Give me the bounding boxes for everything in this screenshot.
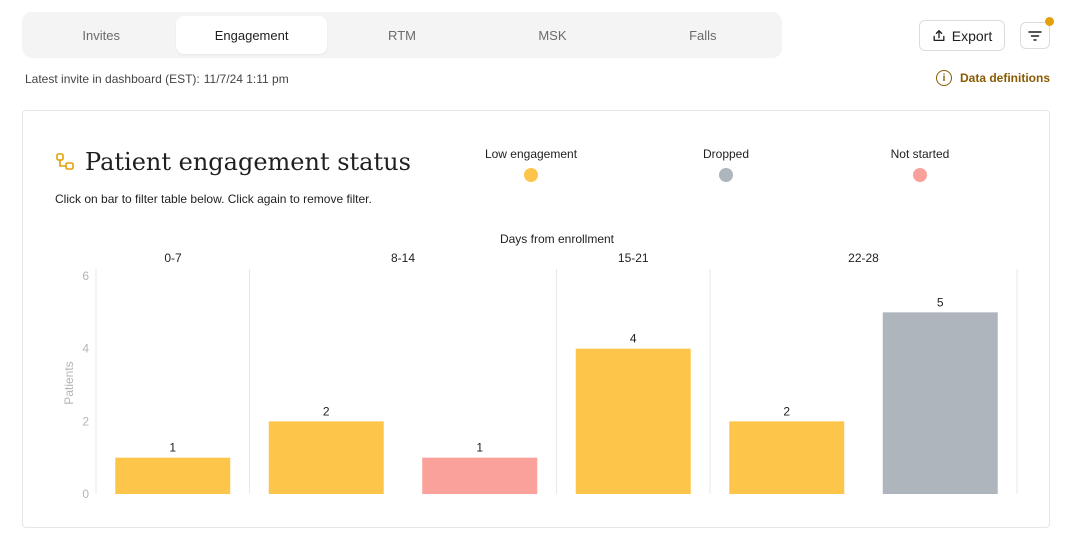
- engagement-chart-card: Patient engagement status Click on bar t…: [22, 110, 1050, 528]
- y-tick-label: 2: [82, 414, 89, 428]
- legend-low-engagement[interactable]: Low engagement: [461, 147, 601, 182]
- tab-msk[interactable]: MSK: [538, 27, 567, 43]
- legend-swatch: [524, 168, 538, 182]
- legend-swatch: [719, 168, 733, 182]
- bar-15-21-low-engagement[interactable]: [575, 348, 691, 494]
- legend-label: Low engagement: [484, 147, 578, 161]
- legend-dropped[interactable]: Dropped: [656, 147, 796, 182]
- data-definitions-label: Data definitions: [960, 71, 1051, 85]
- tab-invites[interactable]: Invites: [82, 27, 120, 43]
- export-button[interactable]: Export: [919, 20, 1005, 51]
- x-group-label: 0-7: [164, 251, 182, 265]
- latest-invite-text: Latest invite in dashboard (EST): 11/7/24…: [25, 72, 289, 86]
- bar-22-28-low-engagement[interactable]: [729, 421, 845, 494]
- tab-engagement[interactable]: Engagement: [176, 16, 327, 54]
- tab-bar: Invites Engagement RTM MSK Falls: [22, 12, 782, 58]
- x-group-label: 8-14: [391, 251, 415, 265]
- legend-swatch: [913, 168, 927, 182]
- card-header: Patient engagement status: [55, 148, 411, 176]
- data-definitions-link[interactable]: i Data definitions: [936, 70, 1050, 86]
- y-axis-title: Patients: [62, 361, 76, 404]
- x-axis-title: Days from enrollment: [500, 232, 615, 246]
- bar-value-label: 2: [783, 404, 790, 418]
- engagement-bar-chart: Days from enrollment Patients 0 2 4 6 0-7 1 8-14…: [62, 232, 1018, 501]
- bar-8-14-low-engagement[interactable]: [268, 421, 384, 494]
- bar-0-7-low-engagement[interactable]: [115, 457, 231, 494]
- tab-falls[interactable]: Falls: [689, 27, 717, 43]
- bar-8-14-not-started[interactable]: [422, 457, 538, 494]
- bar-value-label: 2: [323, 404, 330, 418]
- legend-not-started[interactable]: Not started: [850, 147, 990, 182]
- legend-label: Not started: [890, 147, 950, 161]
- flow-nodes-icon: [56, 153, 74, 170]
- bar-22-28-dropped[interactable]: [882, 312, 998, 494]
- export-label: Export: [951, 27, 993, 44]
- y-tick-label: 4: [82, 342, 89, 356]
- y-tick-label: 0: [82, 487, 89, 501]
- tab-rtm[interactable]: RTM: [388, 27, 416, 43]
- bar-value-label: 5: [937, 295, 944, 309]
- legend-label: Dropped: [702, 147, 750, 161]
- bar-value-label: 1: [476, 441, 483, 455]
- latest-invite-label: Latest invite in dashboard (EST):: [25, 72, 200, 86]
- latest-invite-value: 11/7/24 1:11 pm: [203, 72, 289, 86]
- info-icon: i: [936, 70, 952, 86]
- upload-icon: [933, 29, 945, 41]
- x-group-label: 22-28: [848, 251, 879, 265]
- chart-hint: Click on bar to filter table below. Clic…: [55, 192, 372, 206]
- bar-value-label: 4: [630, 332, 637, 346]
- filter-active-indicator: [1045, 17, 1054, 26]
- filter-button[interactable]: [1020, 22, 1050, 49]
- card-title: Patient engagement status: [85, 148, 411, 176]
- x-group-label: 15-21: [618, 251, 649, 265]
- y-tick-label: 6: [82, 269, 89, 283]
- filter-lines-icon: [1028, 30, 1042, 41]
- bar-value-label: 1: [169, 441, 176, 455]
